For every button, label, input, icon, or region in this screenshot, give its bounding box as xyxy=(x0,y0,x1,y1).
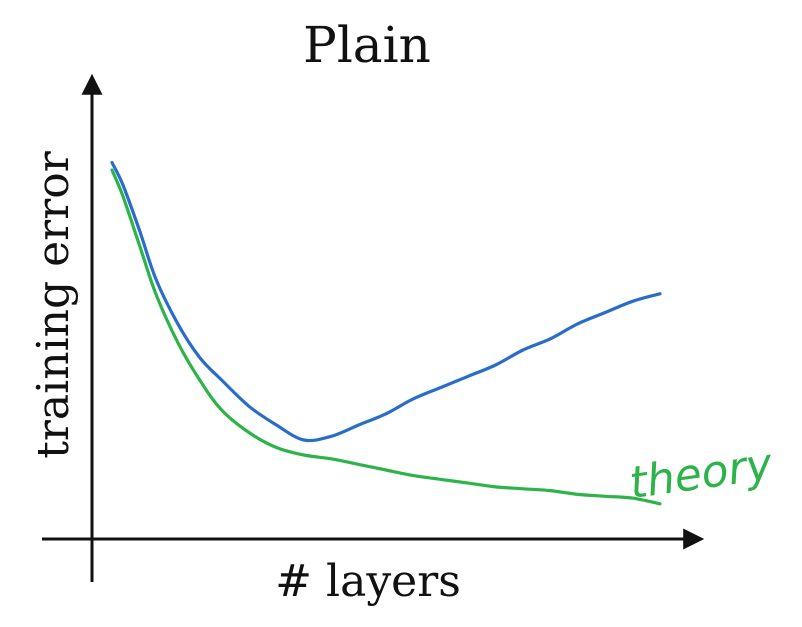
x-axis-label: # layers xyxy=(275,556,461,607)
series-layer xyxy=(110,160,662,506)
theory-line xyxy=(110,168,662,506)
series-2-line xyxy=(110,160,662,443)
y-axis-label: training error xyxy=(28,150,79,459)
series-label-theory: theory xyxy=(626,439,776,510)
chart-title: Plain xyxy=(303,16,431,74)
